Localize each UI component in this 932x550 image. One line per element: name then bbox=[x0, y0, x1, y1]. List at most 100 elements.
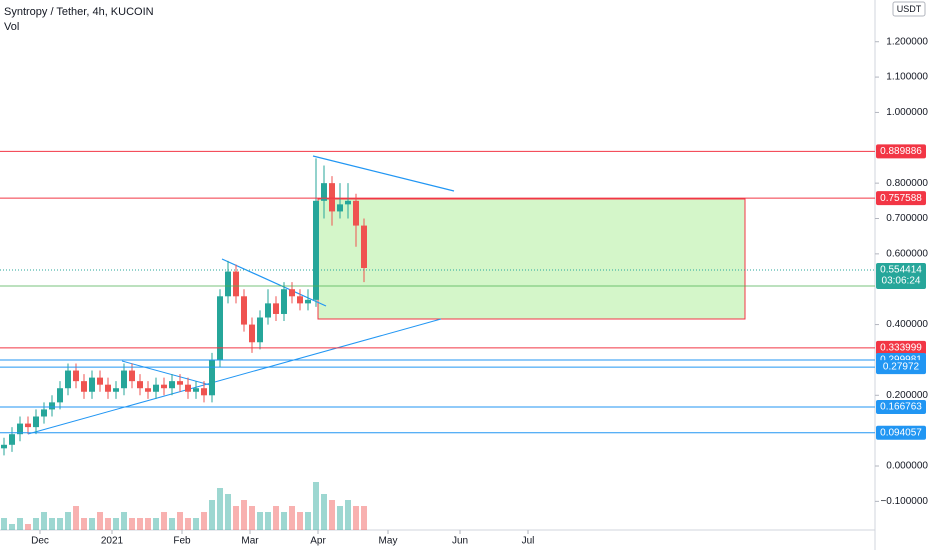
volume-bar bbox=[225, 494, 231, 530]
y-tick-label: 0.600000 bbox=[886, 249, 928, 260]
candle-body bbox=[329, 183, 335, 212]
last-price-tag bbox=[876, 262, 926, 289]
candle-body bbox=[193, 388, 199, 392]
trend-line bbox=[27, 318, 442, 435]
volume-bar bbox=[1, 518, 7, 530]
y-tick-label: 1.200000 bbox=[886, 36, 928, 47]
candle-body bbox=[49, 402, 55, 410]
x-tick-label: 2021 bbox=[101, 536, 124, 547]
volume-bar bbox=[73, 506, 79, 530]
candle-body bbox=[201, 388, 207, 396]
candle-body bbox=[89, 377, 95, 392]
volume-bar bbox=[265, 512, 271, 530]
y-tick-label: 0.200000 bbox=[886, 390, 928, 401]
plot bbox=[1, 158, 367, 530]
candle-body bbox=[361, 225, 367, 269]
candle-body bbox=[57, 388, 63, 403]
volume-bar bbox=[17, 518, 23, 530]
volume-bar bbox=[209, 500, 215, 530]
level-tag-label: 0.889886 bbox=[880, 146, 922, 157]
volume-label: Vol bbox=[4, 21, 19, 33]
volume-bar bbox=[129, 518, 135, 530]
level-tag-label: 0.299981 bbox=[880, 355, 922, 366]
candle-body bbox=[313, 200, 319, 300]
candle-body bbox=[289, 289, 295, 297]
y-tick-label: −0.100000 bbox=[880, 496, 928, 507]
candle-body bbox=[185, 384, 191, 392]
volume-bar bbox=[161, 512, 167, 530]
y-tick-label: 1.100000 bbox=[886, 72, 928, 83]
candle-body bbox=[41, 409, 47, 417]
level-tag-label: 0.166763 bbox=[880, 402, 922, 413]
volume-bar bbox=[305, 512, 311, 530]
y-tick-label: 0.800000 bbox=[886, 178, 928, 189]
volume-bar bbox=[321, 494, 327, 530]
candle-body bbox=[113, 388, 119, 392]
x-tick-label: Jul bbox=[522, 536, 535, 547]
volume-bar bbox=[233, 506, 239, 530]
level-tag bbox=[876, 360, 926, 375]
candle-body bbox=[9, 434, 15, 445]
volume-bar bbox=[65, 512, 71, 530]
candle-body bbox=[25, 423, 31, 428]
y-tick-label: 0.400000 bbox=[886, 319, 928, 330]
volume-bar bbox=[33, 518, 39, 530]
level-tag bbox=[876, 425, 926, 440]
candle-body bbox=[257, 317, 263, 343]
volume-bar bbox=[249, 506, 255, 530]
trend-line bbox=[312, 155, 455, 192]
y-tick-label: 1.000000 bbox=[886, 107, 928, 118]
currency-badge[interactable] bbox=[892, 1, 926, 17]
candle-body bbox=[145, 388, 151, 392]
candle-body bbox=[81, 381, 87, 392]
volume-bar bbox=[241, 500, 247, 530]
candle-body bbox=[281, 289, 287, 314]
trend-line bbox=[121, 360, 211, 386]
candle-body bbox=[33, 416, 39, 428]
volume-bar bbox=[337, 506, 343, 530]
volume-bar bbox=[273, 506, 279, 530]
volume-bar bbox=[313, 482, 319, 530]
candle-body bbox=[305, 299, 311, 304]
level-tag-label: 0.757588 bbox=[880, 193, 922, 204]
candle-body bbox=[265, 303, 271, 318]
candle-body bbox=[273, 303, 279, 314]
volume-bar bbox=[105, 518, 111, 530]
candle-body bbox=[297, 296, 303, 304]
candle-body bbox=[17, 423, 23, 435]
candle-body bbox=[249, 324, 255, 343]
volume-bar bbox=[25, 524, 31, 530]
level-tag-label: 0.094057 bbox=[880, 427, 922, 438]
volume-bar bbox=[177, 512, 183, 530]
volume-bar bbox=[81, 518, 87, 530]
volume-bar bbox=[345, 500, 351, 530]
volume-bar bbox=[89, 518, 95, 530]
candle-body bbox=[105, 384, 111, 392]
candle-body bbox=[65, 370, 71, 389]
volume-bar bbox=[201, 512, 207, 530]
candle-body bbox=[321, 183, 327, 201]
volume-bar bbox=[153, 518, 159, 530]
x-tick-label: Mar bbox=[241, 536, 259, 547]
level-tag bbox=[876, 191, 926, 206]
level-tag bbox=[876, 400, 926, 415]
candle-body bbox=[121, 370, 127, 389]
candle-body bbox=[153, 384, 159, 392]
chart-title: Syntropy / Tether, 4h, KUCOIN bbox=[4, 6, 154, 18]
volume-bar bbox=[113, 518, 119, 530]
candle-body bbox=[97, 377, 103, 385]
volume-bar bbox=[281, 512, 287, 530]
candle-body bbox=[353, 200, 359, 226]
candle-body bbox=[337, 204, 343, 212]
level-tag bbox=[876, 144, 926, 159]
volume-bar bbox=[41, 512, 47, 530]
volume-bar bbox=[9, 524, 15, 530]
level-tag bbox=[876, 340, 926, 355]
volume-bar bbox=[169, 518, 175, 530]
candle-body bbox=[177, 381, 183, 385]
y-tick-label: 0.000000 bbox=[886, 461, 928, 472]
volume-bar bbox=[49, 518, 55, 530]
target-box bbox=[317, 198, 746, 320]
